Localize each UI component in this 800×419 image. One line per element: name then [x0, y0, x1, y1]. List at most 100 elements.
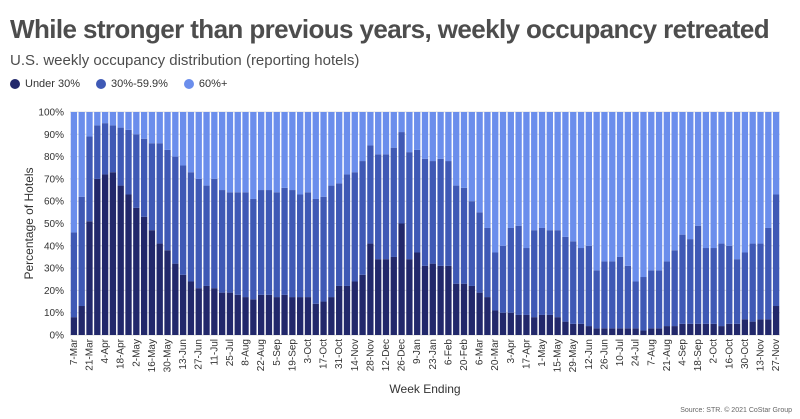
bar-segment	[414, 252, 421, 335]
bar-segment	[593, 328, 600, 335]
bar-segment	[624, 112, 632, 266]
bar-segment	[726, 323, 733, 335]
bar-segment	[94, 112, 101, 126]
bar-segment	[234, 192, 241, 295]
bar-segment	[218, 292, 226, 335]
bar-segment	[757, 112, 764, 244]
legend-item-60-plus: 60%+	[183, 78, 227, 90]
bar-segment	[101, 123, 109, 175]
bar-segment	[515, 225, 522, 315]
bar-segment	[702, 323, 710, 335]
bar-segment	[133, 112, 140, 135]
bar-segment	[445, 112, 452, 162]
x-tick-label: 2-Oct	[709, 339, 720, 364]
bar-segment	[148, 112, 156, 144]
bar-segment	[687, 239, 694, 324]
bar-segment	[741, 112, 749, 253]
bar-segment	[382, 259, 390, 335]
bar-segment	[531, 112, 538, 231]
x-tick-label: 7-Mar	[69, 338, 80, 365]
bar-segment	[726, 112, 733, 246]
y-tick-label: 100%	[38, 108, 64, 119]
bar-segment	[468, 201, 475, 286]
x-tick-label: 27-Jun	[194, 339, 205, 370]
y-tick-label: 60%	[44, 197, 64, 208]
x-tick-label: 17-Oct	[319, 339, 330, 369]
bar-segment	[663, 112, 671, 262]
bar-segment	[125, 112, 132, 130]
bar-segment	[671, 326, 678, 335]
bar-segment	[289, 297, 296, 335]
x-tick-label: 2-May	[131, 339, 142, 367]
bar-segment	[406, 112, 413, 153]
bar-segment	[312, 303, 319, 335]
bar-segment	[336, 183, 343, 286]
bar-segment	[86, 112, 93, 137]
legend-swatch-under-30	[10, 79, 20, 89]
bar-segment	[437, 158, 444, 266]
x-tick-label: 30-May	[163, 339, 174, 372]
bar-segment	[109, 112, 117, 126]
x-tick-label: 15-May	[553, 339, 564, 372]
bar-segment	[648, 112, 655, 271]
bar-segment	[125, 129, 132, 195]
bar-segment	[749, 321, 756, 335]
x-tick-label: 1-May	[537, 339, 548, 367]
x-tick-label: 6-Mar	[475, 338, 486, 365]
bar-segment	[406, 152, 413, 260]
bar-segment	[117, 185, 124, 335]
x-axis-title: Week Ending	[389, 382, 460, 396]
bar-segment	[663, 326, 671, 335]
bar-segment	[211, 178, 218, 289]
bar-segment	[258, 190, 265, 295]
bar-segment	[663, 261, 671, 327]
bar-segment	[328, 297, 335, 335]
bar-segment	[258, 294, 265, 335]
bar-segment	[515, 314, 522, 335]
y-tick-label: 40%	[44, 241, 64, 252]
bar-segment	[172, 156, 179, 264]
x-tick-label: 8-Aug	[241, 339, 252, 366]
bar-segment	[523, 112, 530, 249]
bar-segment	[148, 230, 156, 335]
bar-segment	[616, 256, 624, 329]
bar-segment	[757, 243, 764, 320]
bar-segment	[297, 194, 304, 298]
bar-segment	[507, 312, 514, 335]
bar-segment	[273, 297, 280, 335]
legend-item-under-30: Under 30%	[10, 78, 80, 90]
bar-segment	[765, 319, 772, 335]
bar-segment	[655, 270, 663, 329]
bar-segment	[609, 328, 616, 335]
bar-segment	[648, 270, 655, 329]
bar-segment	[328, 185, 335, 298]
bar-segment	[632, 112, 639, 282]
bar-segment	[702, 248, 710, 324]
bar-segment	[585, 112, 592, 246]
bar-segment	[304, 112, 312, 193]
x-tick-label: 11-Jul	[209, 339, 220, 366]
y-tick-label: 10%	[44, 308, 64, 319]
x-tick-label: 26-Jun	[599, 339, 610, 370]
bar-segment	[476, 292, 483, 335]
bar-segment	[492, 112, 499, 253]
x-tick-label: 12-Dec	[381, 339, 392, 371]
bar-segment	[445, 161, 452, 266]
bar-segment	[437, 265, 444, 335]
legend-label-30-59: 30%-59.9%	[111, 78, 168, 90]
y-tick-label: 20%	[44, 286, 64, 297]
bar-segment	[437, 112, 444, 159]
bar-segment	[351, 172, 358, 282]
bar-segment	[655, 328, 663, 335]
bar-segment	[554, 112, 561, 231]
bar-segment	[234, 112, 241, 193]
bar-segment	[640, 112, 647, 278]
bar-segment	[312, 112, 319, 199]
bar-segment	[577, 248, 585, 324]
bar-segment	[226, 192, 234, 293]
bar-segment	[718, 112, 725, 244]
bar-segment	[297, 112, 304, 195]
bar-segment	[679, 112, 686, 235]
bar-segment	[429, 112, 436, 162]
